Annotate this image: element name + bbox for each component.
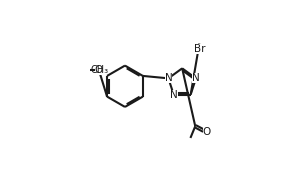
Text: O: O: [95, 65, 103, 75]
Text: Br: Br: [194, 44, 205, 54]
Text: N: N: [192, 73, 200, 83]
Text: N: N: [165, 73, 172, 83]
Text: O: O: [203, 127, 211, 137]
Text: N: N: [170, 90, 178, 100]
Text: CH₃: CH₃: [91, 65, 109, 75]
